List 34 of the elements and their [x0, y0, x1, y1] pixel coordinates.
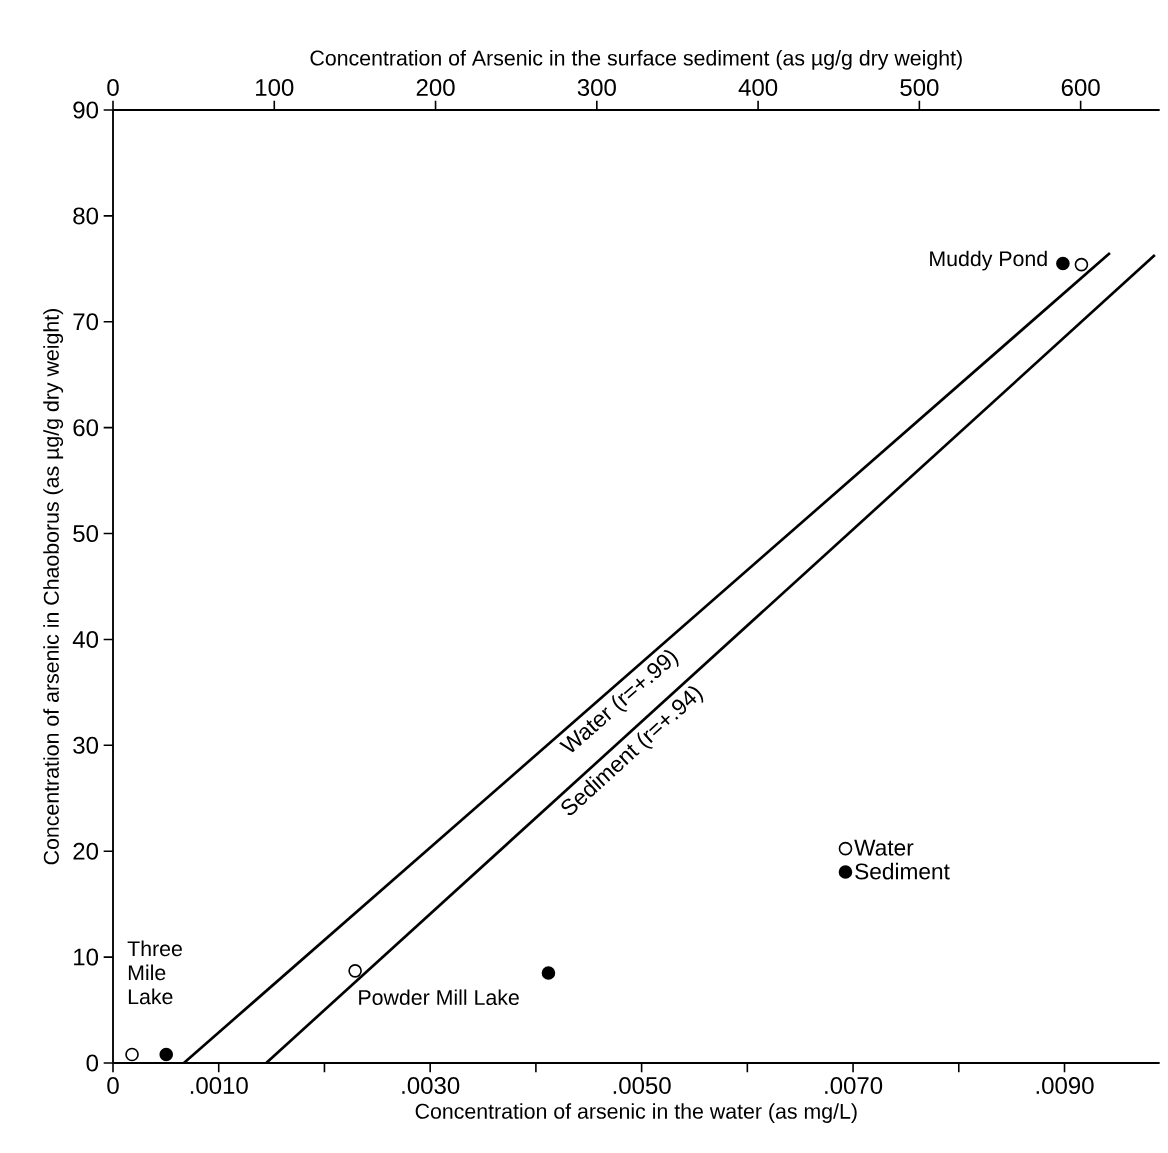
annotation: Three Mile Lake [127, 940, 182, 1005]
annotation: Powder Mill Lake [359, 989, 519, 1006]
y-tick-label: 40 [72, 630, 99, 648]
y-tick-label: 70 [73, 313, 99, 331]
x-tick-label: .0010 [190, 1077, 248, 1095]
point [348, 964, 362, 978]
point [1074, 257, 1089, 272]
x2-tick-label: 500 [900, 78, 939, 96]
y-tick-label: 20 [73, 842, 99, 860]
y-tick-label: 90 [73, 101, 99, 119]
x-tick-label: 0 [107, 1077, 119, 1095]
x-tick-label: .0070 [825, 1077, 883, 1095]
x2-tick-label: 200 [416, 78, 455, 96]
legend-label: Sediment [855, 862, 950, 880]
x2-tick-label: 400 [738, 78, 778, 96]
y-tick-label: 50 [73, 525, 99, 543]
x2-tick-label: 100 [256, 78, 294, 96]
x2-tick-label: 600 [1061, 78, 1100, 96]
x2-tick-label: 0 [107, 78, 119, 96]
y-axis-title: Concentration of arsenic in Chaoborus (as µg/g dry weight) [43, 309, 64, 865]
x-tick-label: .0090 [1036, 1077, 1094, 1095]
y-tick-label: 10 [74, 948, 99, 966]
y-tick-label: 60 [73, 419, 99, 437]
legend-label: Water [854, 839, 914, 856]
y-tick-label: 80 [73, 207, 99, 225]
x-tick-label: .0030 [402, 1077, 460, 1095]
x-tick-label: .0050 [613, 1077, 671, 1095]
x2-axis-title: Concentration of Arsenic in the surface sediment (as µg/g dry weight) [310, 49, 962, 70]
point [125, 1047, 139, 1062]
y-tick-label: 30 [73, 736, 99, 754]
annotation: Muddy Pond [930, 250, 1047, 271]
x-axis-title: Concentration of arsenic in the water (as mg/L) [415, 1103, 857, 1124]
y-tick-label: 0 [86, 1054, 99, 1072]
x2-tick-label: 300 [577, 78, 616, 96]
